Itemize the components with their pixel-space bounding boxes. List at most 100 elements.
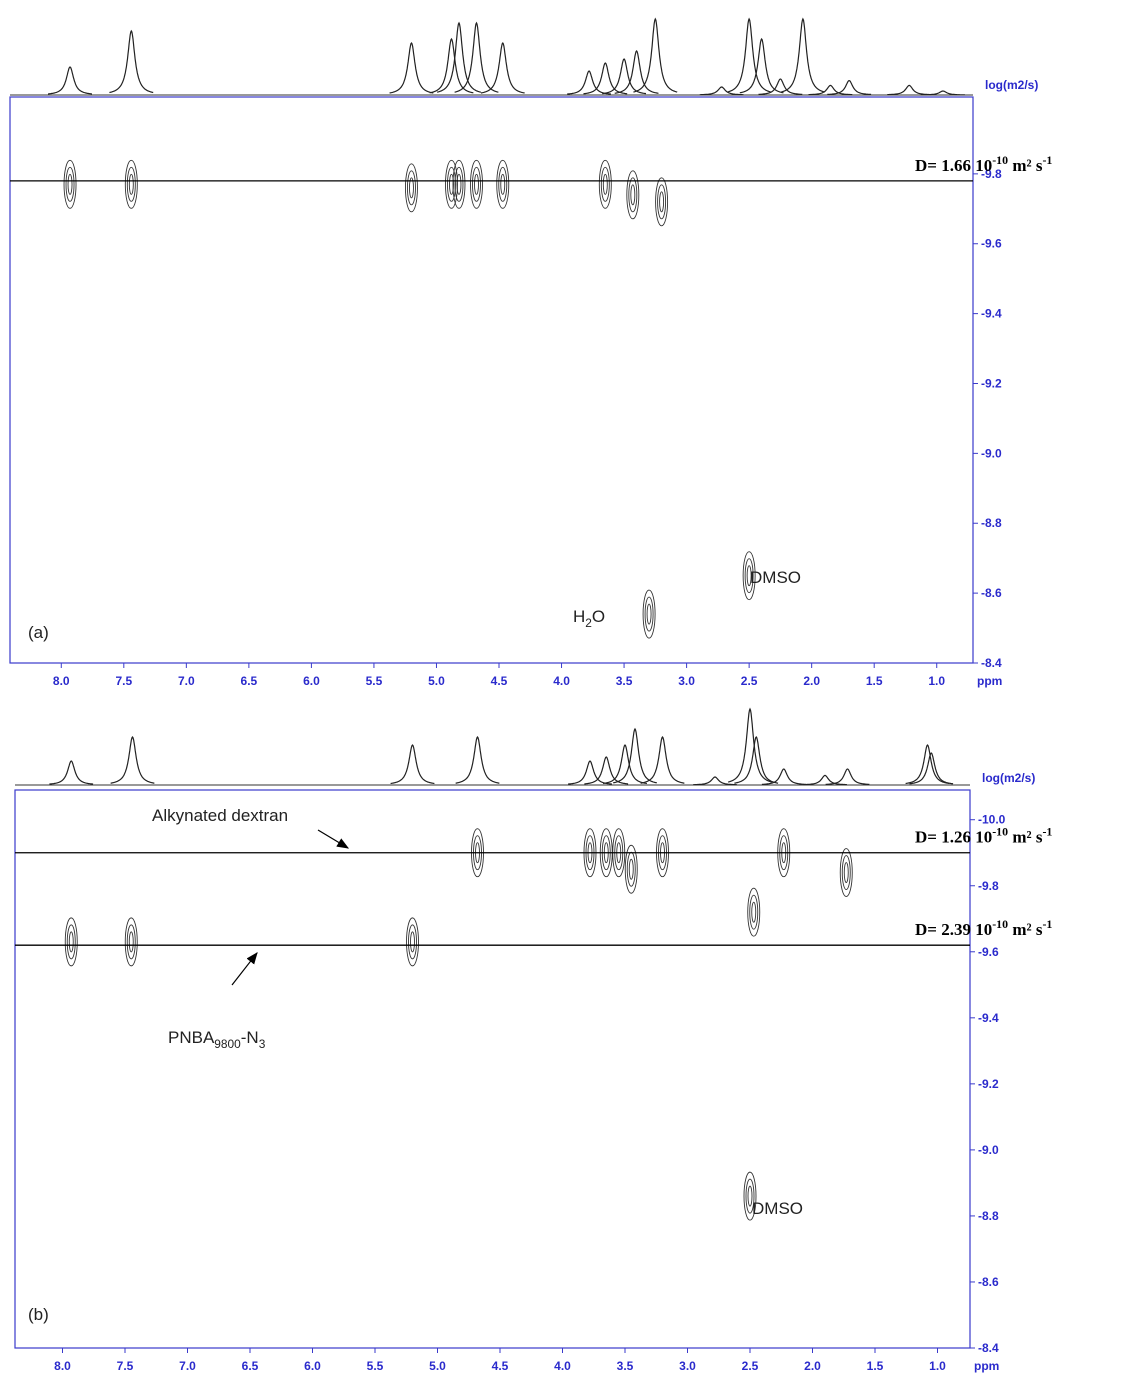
projection-peak <box>808 84 853 96</box>
contour-ring <box>644 596 654 632</box>
x-tick-label: 4.5 <box>492 1359 509 1373</box>
contour-ring <box>498 166 508 202</box>
x-axis-label: ppm <box>974 1359 999 1373</box>
projection-peak <box>429 37 474 94</box>
contour-ring <box>470 159 483 209</box>
projection-peak <box>614 50 659 94</box>
contour-ring <box>746 565 752 587</box>
projection-peak <box>727 17 772 93</box>
contour-ring <box>124 917 138 967</box>
contour-ring <box>63 159 77 209</box>
annotation: D= 1.66 10-10 m² s-1 <box>915 153 1052 175</box>
x-tick-label: 5.5 <box>367 1359 384 1373</box>
contour-peak <box>452 159 466 209</box>
contour-ring <box>642 589 656 639</box>
contour-ring <box>405 163 418 213</box>
contour-peak <box>124 917 138 967</box>
text-part: D= 2.39 10 <box>915 920 992 939</box>
y-tick-label: -8.6 <box>978 1275 999 1289</box>
contour-ring <box>68 931 74 953</box>
annotation: PNBA9800-N3 <box>168 1028 266 1051</box>
x-tick-label: 7.5 <box>115 674 132 688</box>
contour-ring <box>407 170 416 206</box>
script-text: -1 <box>1042 917 1052 931</box>
text-part: DMSO <box>750 568 801 587</box>
x-axis-label: ppm <box>977 674 1002 688</box>
contour-ring <box>600 166 610 202</box>
contour-peak <box>405 163 418 213</box>
projection-peak <box>758 78 803 95</box>
x-tick-label: 5.0 <box>428 674 445 688</box>
annotation: Alkynated dextran <box>152 806 288 825</box>
projection-peak <box>110 735 155 784</box>
arrow <box>231 952 258 986</box>
contour-ring <box>628 858 634 880</box>
contour-ring <box>67 173 73 195</box>
y-tick-label: -10.0 <box>978 813 1006 827</box>
x-tick-label: 4.0 <box>553 674 570 688</box>
contour-ring <box>410 931 415 953</box>
y-tick-label: -8.4 <box>978 1341 999 1355</box>
projection-peak <box>633 17 678 93</box>
x-tick-label: 6.0 <box>303 674 320 688</box>
projection-peak <box>389 41 434 94</box>
projection-peak <box>640 735 685 784</box>
panel: 8.0 7.5 7.0 6.5 6.0 5.5 5.0 4.5 4.0 3.5 3.0 2.5 2.0 1… <box>14 707 1052 1373</box>
y-tick-label: -9.2 <box>978 1077 999 1091</box>
contour-peak <box>445 159 458 209</box>
contour-ring <box>474 173 479 195</box>
script-text: -1 <box>1042 825 1052 839</box>
contour-peak <box>496 159 510 209</box>
annotation: D= 2.39 10-10 m² s-1 <box>915 917 1052 939</box>
contour-ring <box>454 166 464 202</box>
projection-peak <box>455 735 500 784</box>
x-tick-label: 6.0 <box>304 1359 321 1373</box>
y-tick-label: -9.4 <box>981 307 1002 321</box>
y-axis-label: log(m2/s) <box>982 771 1035 785</box>
projection-peak <box>699 86 744 96</box>
contour-ring <box>655 177 669 227</box>
script-text: -10 <box>992 825 1008 839</box>
contour-ring <box>743 1171 757 1221</box>
x-tick-label: 1.5 <box>866 674 883 688</box>
y-tick-label: -8.4 <box>981 656 1002 670</box>
contour-ring <box>124 159 138 209</box>
contour-ring <box>659 191 665 213</box>
x-tick-label: 1.5 <box>867 1359 884 1373</box>
x-tick-label: 1.0 <box>929 1359 946 1373</box>
contour-ring <box>839 848 853 897</box>
contour-ring <box>630 184 636 206</box>
plot-frame <box>9 96 974 664</box>
text-part: D= 1.66 10 <box>915 156 992 175</box>
contour-peak <box>63 159 77 209</box>
contour-ring <box>626 851 636 887</box>
contour-ring <box>751 901 757 923</box>
contour-ring <box>624 844 638 894</box>
x-tick-label: 8.0 <box>53 674 70 688</box>
x-tick-label: 7.5 <box>117 1359 134 1373</box>
text-part: Alkynated dextran <box>152 806 288 825</box>
x-tick-label: 5.0 <box>429 1359 446 1373</box>
contour-peak <box>655 177 669 227</box>
y-tick-label: -8.6 <box>981 586 1002 600</box>
projection-peak <box>827 79 872 95</box>
script-text: -10 <box>992 153 1008 167</box>
projection-peak <box>803 774 847 786</box>
contour-peak <box>839 848 853 897</box>
contour-ring <box>445 159 458 209</box>
projection-peak <box>909 752 954 785</box>
y-tick-label: -9.8 <box>981 167 1002 181</box>
x-tick-label: 4.0 <box>554 1359 571 1373</box>
text-part: O <box>592 607 605 626</box>
x-tick-label: 2.0 <box>803 674 820 688</box>
script-text: -1 <box>1042 153 1052 167</box>
contour-peak <box>626 170 640 220</box>
x-tick-label: 8.0 <box>54 1359 71 1373</box>
contour-ring <box>126 166 136 202</box>
annotation: D= 1.26 10-10 m² s-1 <box>915 825 1052 847</box>
x-tick-label: 2.0 <box>804 1359 821 1373</box>
projection-peak <box>887 84 932 96</box>
projection-peak <box>905 744 950 785</box>
projection-peak <box>436 21 481 93</box>
